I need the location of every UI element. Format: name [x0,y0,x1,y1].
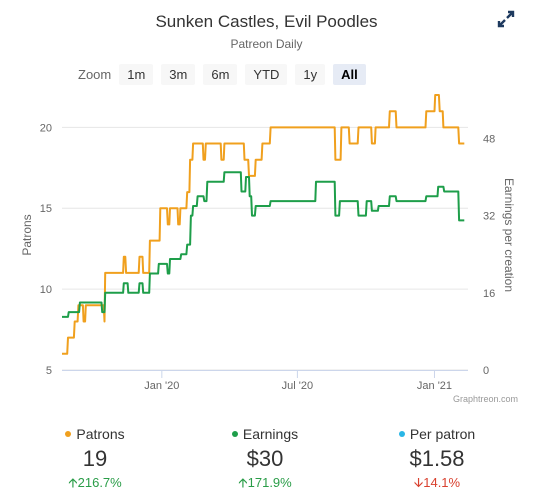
y-axis-right: 0 16 32 48 [483,133,495,377]
chart-gridlines [62,126,468,371]
chart-title: Sunken Castles, Evil Poodles [155,12,378,31]
earnings-legend-dot [231,431,238,437]
x-axis: Jan '20 Jul '20 Jan '21 [62,370,468,392]
zoom-label: Zoom [78,66,112,82]
y-right-tick-label: 0 [483,365,489,377]
series-lines [62,94,465,355]
stats-panel: Patrons 19 🡩216.7% Earnings $30 🡩171.9% … [0,426,533,501]
credit-link[interactable]: Graphtreon.com [453,394,518,404]
zoom-3m-button[interactable]: 3m [161,63,196,85]
zoom-ytd-button[interactable]: YTD [245,63,288,85]
y-left-tick-label: 5 [46,365,52,377]
arrow-up-icon: 🡩 [68,475,78,490]
stat-patrons-value: 19 [82,446,108,471]
chart-subtitle: Patreon Daily [230,37,303,51]
stat-earnings-label: Earnings [242,426,299,442]
stat-earnings-change: 🡩171.9% [238,475,292,490]
y-axis-right-label: Earnings per creation [502,178,516,292]
stat-per-patron-label: Per patron [409,426,476,442]
stat-patrons: Patrons 19 🡩216.7% [20,426,170,496]
y-left-tick-label: 20 [40,122,52,134]
series-line-earnings [62,171,465,318]
zoom-all-button[interactable]: All [333,63,366,85]
patrons-legend-dot [65,431,72,437]
y-right-tick-label: 48 [483,133,495,145]
x-tick-label: Jan '21 [417,380,452,392]
y-left-tick-label: 15 [40,203,52,215]
zoom-6m-button[interactable]: 6m [203,63,238,85]
y-axis-left-label: Patrons [20,214,34,255]
zoom-bar: Zoom 1m 3m 6m YTD 1y All [78,63,374,85]
series-line-patrons [62,94,465,355]
stat-patrons-label: Patrons [76,426,125,442]
expand-icon[interactable] [496,9,516,29]
stat-per-patron-value: $1.58 [409,446,465,471]
arrow-up-icon: 🡩 [238,475,248,490]
x-tick-label: Jan '20 [144,380,179,392]
y-left-tick-label: 10 [40,284,52,296]
zoom-1m-button[interactable]: 1m [119,63,154,85]
stat-earnings-value: $30 [246,446,284,471]
patreon-line-chart: Jan '20 Jul '20 Jan '21 5 10 15 20 0 16 32 48 Pa… [20,94,518,404]
stat-per-patron-change: 🡫14.1% [413,475,461,490]
arrow-down-icon: 🡫 [413,475,424,490]
stat-patrons-change: 🡩216.7% [68,475,122,490]
x-tick-label: Jul '20 [282,380,313,392]
stat-earnings: Earnings $30 🡩171.9% [190,426,340,496]
y-axis-left: 5 10 15 20 [40,122,52,377]
per-patron-legend-dot [398,431,405,437]
y-right-tick-label: 16 [483,288,495,300]
y-right-tick-label: 32 [483,211,495,223]
stat-per-patron: Per patron $1.58 🡫14.1% [362,426,512,496]
zoom-1y-button[interactable]: 1y [295,63,326,85]
